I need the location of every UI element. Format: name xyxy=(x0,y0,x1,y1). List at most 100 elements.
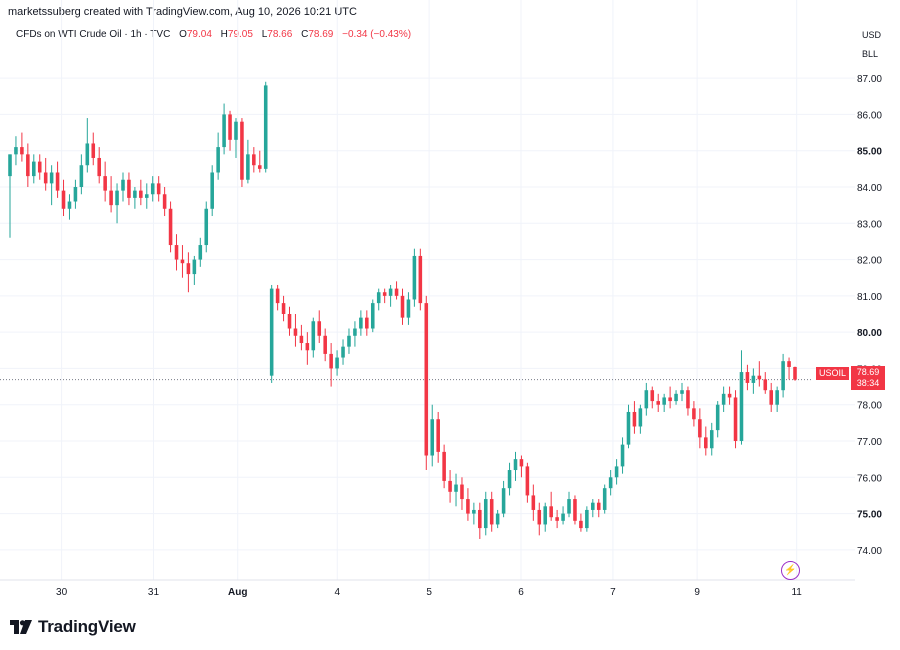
candle-body xyxy=(174,245,179,260)
candle-body xyxy=(287,314,292,329)
candle-body xyxy=(257,165,262,169)
candle-body xyxy=(8,154,12,177)
candle-body xyxy=(543,506,548,525)
candle-body xyxy=(721,393,726,405)
candle-body xyxy=(709,430,714,449)
candle-body xyxy=(150,183,155,195)
candle-body xyxy=(20,147,24,155)
candle-body xyxy=(478,509,482,529)
candle-body xyxy=(49,172,54,184)
candle-body xyxy=(769,390,773,405)
candle-body xyxy=(537,509,542,525)
close-value: 78.69 xyxy=(308,29,334,40)
candle-body xyxy=(686,390,690,409)
candle-body xyxy=(67,201,72,209)
candle-body xyxy=(549,506,553,518)
candle-body xyxy=(210,172,214,209)
candle-body xyxy=(275,288,280,304)
candle-body xyxy=(674,393,678,402)
candle-body xyxy=(662,397,666,405)
candle-body xyxy=(454,484,458,492)
x-tick-label: 11 xyxy=(791,587,802,598)
x-tick-label: 5 xyxy=(426,587,432,598)
candle-body xyxy=(139,190,143,198)
candle-body xyxy=(698,419,702,438)
bolt-icon[interactable]: ⚡ xyxy=(781,561,800,580)
candle-body xyxy=(775,390,779,405)
candle-body xyxy=(109,190,113,206)
candle-body xyxy=(198,245,203,260)
candle-body xyxy=(216,147,220,173)
candle-body xyxy=(424,303,429,456)
y-tick-label: 83.00 xyxy=(857,219,882,230)
y-tick-label: 75.00 xyxy=(857,510,882,521)
x-tick-label: 31 xyxy=(148,587,160,598)
tradingview-logo[interactable]: TradingView xyxy=(10,617,136,637)
candle-body xyxy=(252,154,256,166)
candle-body xyxy=(222,114,226,148)
candle-body xyxy=(745,372,750,383)
currency-label[interactable]: USD xyxy=(862,30,882,40)
candle-body xyxy=(61,190,66,209)
candle-body xyxy=(489,499,494,525)
candle-body xyxy=(704,437,708,449)
candle-body xyxy=(121,179,125,191)
candle-body xyxy=(382,292,387,296)
x-tick-label: 4 xyxy=(334,587,340,598)
candle-body xyxy=(323,335,327,354)
candle-body xyxy=(180,259,185,264)
candle-body xyxy=(370,303,375,329)
candle-body xyxy=(638,408,643,427)
candle-body xyxy=(388,288,393,296)
candle-body xyxy=(43,172,48,184)
candle-body xyxy=(133,190,137,198)
candle-body xyxy=(692,408,696,420)
candle-body xyxy=(460,484,464,500)
candle-body xyxy=(495,513,500,525)
candle-body xyxy=(37,161,42,173)
y-tick-label: 74.00 xyxy=(857,546,882,557)
unit-label[interactable]: BLL xyxy=(862,49,879,59)
candle-body xyxy=(97,157,101,177)
symbol-name: CFDs on WTI Crude Oil · 1h · TVC xyxy=(16,29,171,40)
y-tick-label: 78.00 xyxy=(857,401,882,412)
candle-body xyxy=(394,288,399,296)
candle-body xyxy=(531,495,536,510)
candle-body xyxy=(608,477,613,489)
close-label: C xyxy=(301,29,309,40)
x-tick-label: 7 xyxy=(610,587,616,598)
candle-body xyxy=(91,143,96,158)
candle-body xyxy=(127,179,131,198)
candle-body xyxy=(715,404,720,431)
candle-body xyxy=(299,335,304,344)
candle-body xyxy=(466,499,470,514)
candle-body xyxy=(585,509,589,529)
candle-body xyxy=(448,480,452,492)
candle-body xyxy=(430,419,435,456)
candle-body xyxy=(293,328,298,336)
open-label: O xyxy=(179,29,187,40)
y-tick-label: 81.00 xyxy=(857,292,882,303)
high-value: 79.05 xyxy=(227,29,253,40)
candle-body xyxy=(757,375,762,380)
candle-body xyxy=(620,444,625,467)
y-tick-label: 87.00 xyxy=(857,74,882,85)
y-tick-label: 77.00 xyxy=(857,437,882,448)
candle-body xyxy=(727,393,732,398)
candle-body xyxy=(263,85,268,169)
candle-body xyxy=(483,499,488,529)
candle-body xyxy=(680,390,684,394)
candle-body xyxy=(650,390,655,402)
candle-body xyxy=(513,459,518,471)
tradingview-logo-icon xyxy=(10,620,32,634)
candle-body xyxy=(115,190,119,206)
candle-body xyxy=(281,303,286,314)
candle-body xyxy=(787,361,791,367)
candle-body xyxy=(472,509,476,514)
candle-body xyxy=(739,372,744,441)
candle-body xyxy=(561,513,565,521)
candle-body xyxy=(632,411,637,427)
y-tick-label: 84.00 xyxy=(857,183,882,194)
candle-body xyxy=(376,292,381,304)
